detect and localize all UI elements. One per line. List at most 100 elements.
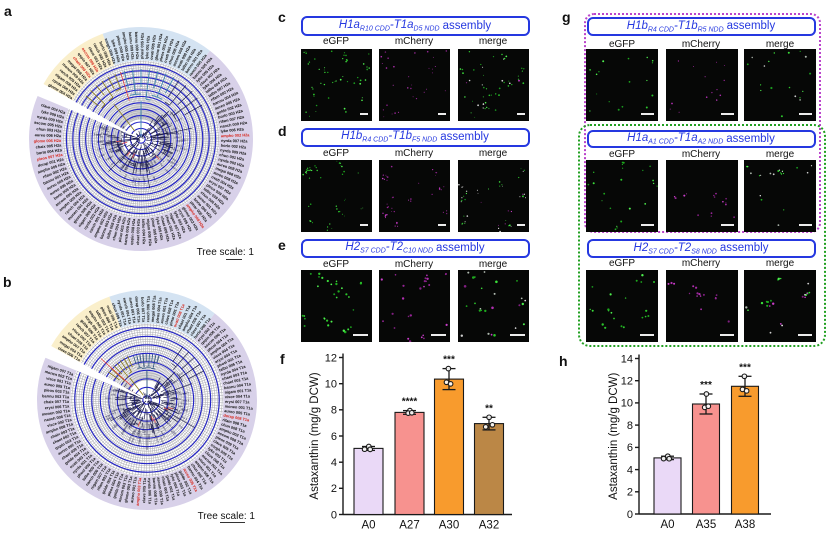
svg-text:pinar 005 H2a: pinar 005 H2a xyxy=(150,218,159,245)
svg-text:2: 2 xyxy=(331,483,337,495)
svg-text:ranch 006 T1a: ranch 006 T1a xyxy=(145,295,150,322)
svg-text:aureo 005 T1a: aureo 005 T1a xyxy=(224,408,251,417)
svg-text:amph 8: amph 8 xyxy=(170,379,179,386)
svg-text:amph 7: amph 7 xyxy=(172,148,181,154)
svg-text:sorg 1: sorg 1 xyxy=(122,165,128,173)
svg-text:visce 002 T1a: visce 002 T1a xyxy=(47,417,73,428)
svg-text:pina 2: pina 2 xyxy=(101,124,109,129)
svg-text:chun 2: chun 2 xyxy=(100,131,108,135)
svg-text:bann 5: bann 5 xyxy=(133,178,137,186)
svg-text:***: *** xyxy=(700,380,712,391)
svg-text:talb 3: talb 3 xyxy=(152,160,158,167)
svg-text:nyrda 002 H2a: nyrda 002 H2a xyxy=(218,156,246,168)
svg-text:pina 3: pina 3 xyxy=(116,387,124,392)
svg-text:phos 8: phos 8 xyxy=(174,136,182,139)
svg-text:pina 5: pina 5 xyxy=(176,144,184,148)
svg-text:aureo 001 T1a: aureo 001 T1a xyxy=(159,297,169,324)
svg-text:rifam 007 H2a: rifam 007 H2a xyxy=(219,114,246,124)
svg-text:clav 7: clav 7 xyxy=(104,139,111,142)
svg-text:visc 5: visc 5 xyxy=(107,154,114,160)
svg-text:bannu 008 T1a: bannu 008 T1a xyxy=(152,477,159,505)
svg-text:8: 8 xyxy=(627,420,633,432)
svg-text:chae 8: chae 8 xyxy=(102,414,110,420)
svg-text:8: 8 xyxy=(331,405,337,417)
svg-text:lyke 005 H2a: lyke 005 H2a xyxy=(155,217,165,242)
svg-text:chaet 009 H2a: chaet 009 H2a xyxy=(160,216,172,243)
svg-text:mone 1: mone 1 xyxy=(136,431,141,440)
svg-text:nanch 004 T1a: nanch 004 T1a xyxy=(122,297,133,325)
svg-text:A0: A0 xyxy=(361,520,375,532)
svg-text:dora 2: dora 2 xyxy=(129,418,136,426)
svg-text:nigam 001 T1a: nigam 001 T1a xyxy=(224,387,252,395)
svg-text:dorap 006 T1a: dorap 006 T1a xyxy=(134,296,142,323)
svg-text:clave 005 T1a: clave 005 T1a xyxy=(141,477,147,503)
svg-text:erysi 006 T1a: erysi 006 T1a xyxy=(45,403,71,410)
svg-text:A30: A30 xyxy=(439,520,459,532)
svg-text:ovati 005 H2a: ovati 005 H2a xyxy=(149,34,157,60)
svg-text:lyke 006 H2a: lyke 006 H2a xyxy=(220,126,245,133)
svg-text:rifa 8: rifa 8 xyxy=(105,396,111,399)
svg-text:0: 0 xyxy=(331,509,337,521)
svg-text:pleos 009 H2a: pleos 009 H2a xyxy=(116,35,127,62)
svg-text:nigam 008 H2a: nigam 008 H2a xyxy=(146,218,153,246)
svg-text:amph 6: amph 6 xyxy=(170,164,178,172)
svg-text:ascom 005 H2a: ascom 005 H2a xyxy=(34,120,63,129)
svg-text:pleos 004 T1a: pleos 004 T1a xyxy=(154,296,162,323)
svg-text:lyke 5: lyke 5 xyxy=(155,423,160,431)
svg-text:chun 004 H2a: chun 004 H2a xyxy=(111,215,123,241)
svg-text:pina 5: pina 5 xyxy=(119,162,126,170)
svg-text:dorap 008 T1a: dorap 008 T1a xyxy=(223,413,250,423)
svg-text:lyke 009 H2a: lyke 009 H2a xyxy=(41,109,66,120)
svg-text:lyke 009 H2a: lyke 009 H2a xyxy=(110,39,121,64)
svg-text:aureo 001 T1a: aureo 001 T1a xyxy=(128,297,137,324)
svg-text:14: 14 xyxy=(621,353,633,365)
svg-text:4: 4 xyxy=(627,464,633,476)
svg-text:niga 3: niga 3 xyxy=(177,410,185,415)
svg-text:chai 8: chai 8 xyxy=(161,120,169,126)
svg-text:mega 3: mega 3 xyxy=(126,158,133,167)
svg-text:2: 2 xyxy=(627,487,633,499)
svg-text:visce 004 T1a: visce 004 T1a xyxy=(225,393,251,399)
svg-text:amph 1: amph 1 xyxy=(115,414,124,421)
svg-text:rifa 1: rifa 1 xyxy=(131,177,135,183)
svg-text:aure 5: aure 5 xyxy=(168,145,176,150)
svg-text:amph 5: amph 5 xyxy=(163,143,172,148)
svg-text:amph 5: amph 5 xyxy=(105,142,114,146)
svg-text:rifam 008 T1a: rifam 008 T1a xyxy=(222,417,248,428)
svg-text:asco 1: asco 1 xyxy=(95,135,103,139)
svg-text:chaet 003 T1a: chaet 003 T1a xyxy=(221,369,248,381)
svg-text:lyke 1: lyke 1 xyxy=(143,429,147,436)
svg-text:borlo 002 H2a: borlo 002 H2a xyxy=(221,143,248,150)
svg-text:aureo 001 T1a: aureo 001 T1a xyxy=(129,476,138,503)
svg-text:chai 8: chai 8 xyxy=(181,407,189,412)
svg-text:qspi 9: qspi 9 xyxy=(163,138,170,141)
svg-text:pleos 002 H2a: pleos 002 H2a xyxy=(158,35,169,62)
svg-text:aure 2: aure 2 xyxy=(170,430,177,438)
svg-text:borlo 003 H2a: borlo 003 H2a xyxy=(217,108,244,120)
svg-text:pleo 4: pleo 4 xyxy=(109,388,117,393)
svg-text:ovat 6: ovat 6 xyxy=(161,425,167,433)
svg-text:borlo 004 H2a: borlo 004 H2a xyxy=(36,147,63,156)
svg-text:gold 4: gold 4 xyxy=(114,147,122,153)
svg-text:aureo 006 H2a: aureo 006 H2a xyxy=(35,132,62,138)
svg-text:glome 006 H2a: glome 006 H2a xyxy=(34,138,62,144)
svg-text:nanc 5: nanc 5 xyxy=(172,402,180,406)
svg-text:mone 9: mone 9 xyxy=(120,426,128,435)
svg-text:ovat 6: ovat 6 xyxy=(96,147,104,152)
svg-text:phosl 005 H2a: phosl 005 H2a xyxy=(139,32,144,59)
svg-text:mega 9: mega 9 xyxy=(174,117,183,123)
svg-text:A35: A35 xyxy=(696,519,716,531)
svg-text:A32: A32 xyxy=(479,520,499,532)
svg-text:qspi 5: qspi 5 xyxy=(171,127,179,132)
svg-text:mega 9: mega 9 xyxy=(141,425,145,434)
svg-text:qspin 008 H2a: qspin 008 H2a xyxy=(129,218,136,245)
svg-text:dorap 001 H2a: dorap 001 H2a xyxy=(37,156,65,168)
svg-text:dora 5: dora 5 xyxy=(164,151,172,157)
svg-text:rifa 8: rifa 8 xyxy=(110,392,116,396)
svg-text:pleo 6: pleo 6 xyxy=(142,163,146,170)
svg-text:golde 001 T1a: golde 001 T1a xyxy=(165,475,177,502)
svg-text:mega 5: mega 5 xyxy=(127,416,135,425)
svg-text:nyrd 3: nyrd 3 xyxy=(161,128,169,133)
svg-text:4: 4 xyxy=(331,457,337,469)
svg-text:phos 3: phos 3 xyxy=(172,390,180,395)
